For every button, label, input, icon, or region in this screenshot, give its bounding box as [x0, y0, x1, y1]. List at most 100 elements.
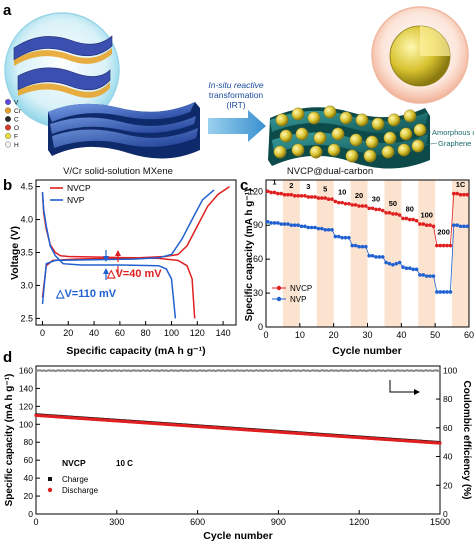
point-nvp — [384, 260, 388, 265]
y-tick-label: 120 — [19, 401, 33, 411]
x-tick-label: 900 — [271, 517, 286, 527]
rate-label: 2 — [289, 181, 293, 190]
point-nvp — [374, 255, 378, 259]
atom-legend-label: Cr — [14, 108, 22, 115]
delta-v-nvp-annotation: △V=110 mV — [55, 288, 117, 300]
nvcp-ball — [403, 109, 417, 123]
point-nvcp — [347, 201, 351, 206]
nvcp-ball — [291, 143, 305, 157]
point-nvcp — [438, 243, 443, 248]
x-tick-label: 0 — [40, 328, 45, 338]
point-nvp — [377, 255, 382, 259]
atom-legend-label: F — [14, 134, 18, 141]
atom-legend-label: H — [14, 142, 19, 149]
point-nvp — [347, 235, 351, 240]
y-tick-label: 160 — [19, 365, 33, 375]
point-nvp — [370, 253, 375, 258]
x-tick-label: 60 — [464, 330, 474, 340]
panel-c-rate-bands — [282, 180, 469, 327]
point-nvp — [309, 225, 314, 230]
curve-nvp-discharge — [41, 191, 177, 319]
point-nvcp — [462, 192, 466, 197]
point-nvcp — [292, 194, 297, 198]
point-nvcp — [424, 223, 429, 228]
nvcp-ball — [371, 117, 385, 131]
panel-b-x-axis-label: Specific capacity (mA h g⁻¹) — [66, 345, 205, 357]
point-nvcp — [414, 218, 419, 223]
point-nvp — [421, 273, 426, 277]
delta-v-arrows — [103, 250, 121, 280]
point-nvp — [380, 255, 385, 259]
point-nvp — [435, 290, 439, 294]
legend-discharge: Discharge — [62, 486, 99, 495]
panel-c-y-axis-label: Specific capacity (mA h g⁻¹) — [244, 189, 255, 322]
point-nvp — [448, 290, 453, 294]
arrow-label-line3: (IRT) — [226, 100, 245, 110]
rate-band — [282, 180, 300, 327]
rate-label: 20 — [355, 191, 363, 200]
x-tick-label: 300 — [109, 517, 124, 527]
y-tick-label: 20 — [24, 491, 34, 501]
point-nvp — [364, 244, 368, 249]
legend-c-nvp: NVP — [290, 295, 306, 304]
x-tick-label: 60 — [115, 328, 125, 338]
point-nvp — [330, 227, 334, 232]
point-nvcp — [289, 192, 294, 197]
point-nvcp — [330, 197, 334, 202]
point-nvp — [323, 227, 328, 232]
point-nvcp — [296, 194, 300, 198]
curve-nvp-charge — [41, 189, 215, 304]
y-tick-label: 30 — [253, 288, 263, 298]
point-nvp — [438, 290, 443, 294]
point-nvp — [303, 224, 307, 229]
panel-c-x-axis-label: Cycle number — [332, 345, 401, 357]
x-tick-label: 50 — [430, 330, 440, 340]
nvcp-ball — [365, 135, 379, 149]
nvcp-ball — [355, 113, 369, 127]
point-nvp — [299, 224, 304, 229]
point-nvcp — [316, 196, 321, 200]
point-nvp — [279, 222, 284, 226]
point-nvcp — [320, 196, 324, 200]
nvcp-ball — [327, 143, 341, 157]
atom-legend-label: O — [14, 125, 19, 132]
point-nvp — [326, 227, 331, 232]
y-tick-label: 0 — [28, 509, 33, 519]
point-nvp — [394, 261, 399, 266]
point-nvcp — [431, 224, 436, 229]
point-nvcp — [272, 190, 277, 195]
point-nvcp — [394, 212, 399, 216]
x-tick-label: 120 — [190, 328, 205, 338]
rate-band — [418, 180, 436, 327]
panel-d-legend: Charge Discharge — [47, 475, 99, 495]
legend-c-nvcp: NVCP — [290, 284, 312, 293]
x-tick-label: 1200 — [349, 517, 369, 527]
point-nvp — [343, 235, 348, 240]
panel-b-frame — [35, 179, 237, 326]
point-nvp — [397, 260, 402, 265]
nvcp-ball — [307, 111, 321, 125]
point-nvp — [391, 263, 395, 267]
rate-label: 80 — [406, 205, 414, 214]
point-nvcp — [370, 206, 375, 211]
point-nvcp — [357, 204, 361, 208]
point-nvp — [340, 235, 344, 240]
point-nvcp — [411, 217, 415, 222]
point-nvcp — [306, 195, 311, 199]
point-nvp — [411, 267, 415, 272]
x-tick-label: 100 — [164, 328, 179, 338]
point-nvcp — [323, 196, 328, 200]
point-nvcp — [279, 191, 284, 196]
nvcp-ball — [279, 129, 293, 143]
point-nvp — [296, 223, 300, 228]
point-nvcp — [265, 189, 270, 194]
panel-d-y-axis-label: Specific capacity (mA h g⁻¹) — [4, 374, 15, 507]
nvcp-ball — [339, 111, 353, 125]
point-nvcp — [384, 210, 388, 215]
panel-d-material-label: NVCP — [62, 458, 86, 468]
mxene-stack-illustration — [48, 102, 200, 159]
point-nvp — [367, 253, 371, 258]
panel-d-points — [34, 369, 442, 445]
nvcp-ball — [413, 123, 427, 137]
